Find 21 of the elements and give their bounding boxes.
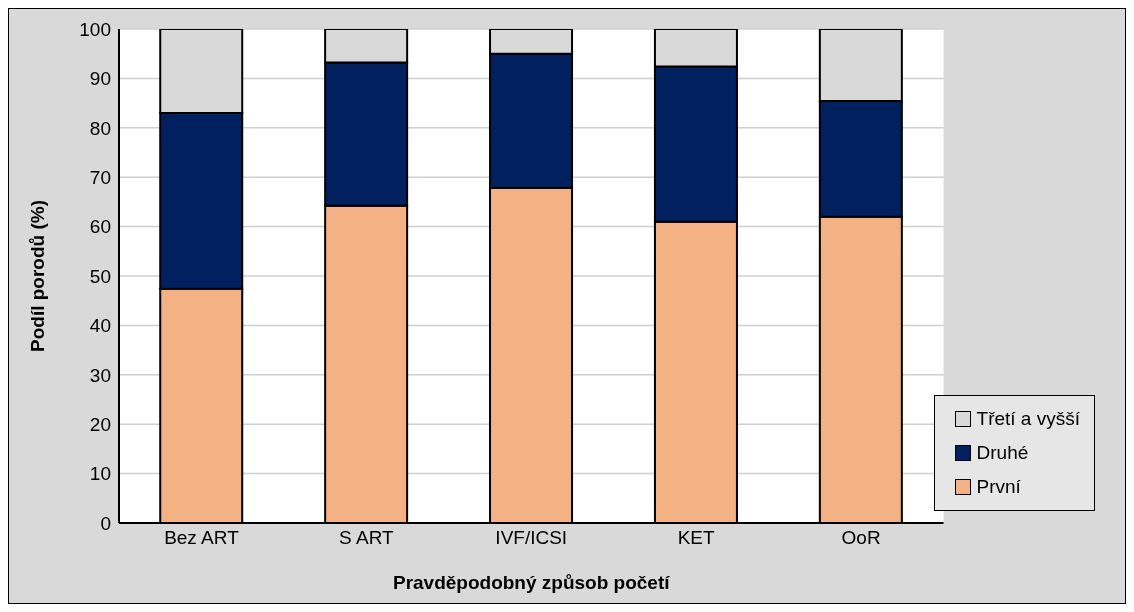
y-axis-title: Podíl porodů (%): [26, 200, 48, 352]
y-tick-label: 90: [89, 68, 111, 90]
y-tick-label: 20: [89, 413, 111, 435]
x-tick-label: Bez ART: [164, 527, 240, 549]
y-tick-label: 0: [100, 512, 111, 534]
x-axis-title: Pravděpodobný způsob početí: [392, 572, 671, 593]
y-tick-label: 50: [89, 265, 111, 287]
y-tick-label: 30: [89, 364, 111, 386]
y-tick-label: 100: [79, 18, 111, 40]
y-tick-label: 80: [89, 117, 111, 139]
x-tick-label: KET: [677, 527, 716, 549]
legend-label: Druhé: [976, 442, 1029, 464]
y-tick-label: 70: [89, 166, 111, 188]
y-tick-label: 40: [89, 315, 111, 337]
x-tick-label: OoR: [841, 527, 881, 549]
legend-label: Třetí a vyšší: [976, 408, 1080, 430]
x-tick-label: S ART: [339, 527, 395, 549]
legend-label: První: [976, 476, 1021, 498]
y-tick-label: 10: [89, 463, 111, 485]
y-tick-label: 60: [89, 216, 111, 238]
x-tick-label: IVF/ICSI: [495, 527, 568, 549]
